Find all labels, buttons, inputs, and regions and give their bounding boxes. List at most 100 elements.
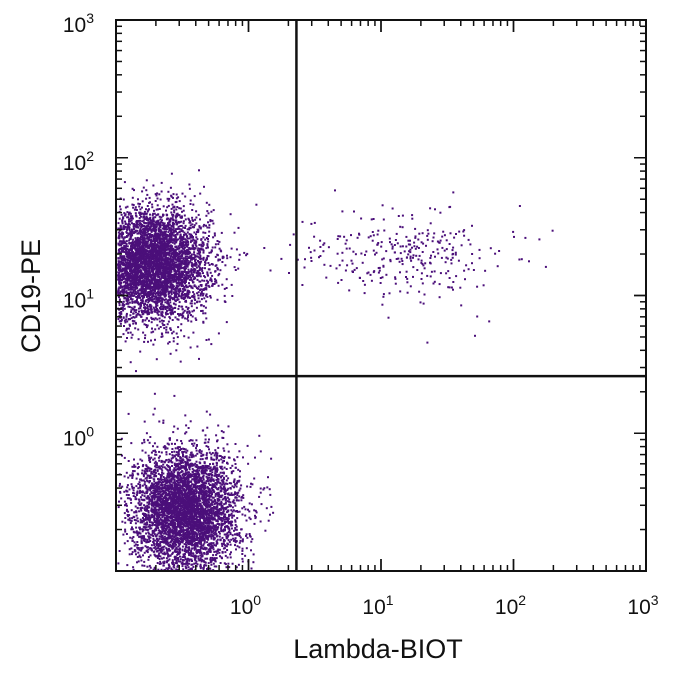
scatter-point [163,271,165,274]
scatter-point [151,234,153,236]
scatter-point [159,294,162,297]
scatter-point [179,243,182,246]
scatter-point [192,203,195,206]
scatter-point [170,236,173,239]
scatter-point [143,310,146,312]
scatter-point [146,305,149,308]
scatter-point [145,226,148,229]
scatter-point [200,541,202,544]
scatter-point [201,248,204,251]
scatter-point [122,264,125,267]
scatter-point [156,252,159,255]
scatter-point [160,275,163,278]
scatter-point [134,278,137,281]
scatter-point [120,282,122,284]
scatter-point [124,245,127,248]
scatter-point [156,312,159,315]
scatter-point [129,331,132,334]
scatter-point [140,229,143,232]
scatter-point [158,285,161,288]
scatter-point [169,268,172,271]
scatter-point [155,254,158,257]
scatter-point [155,273,158,276]
scatter-point [133,316,136,319]
scatter-point [166,197,169,200]
scatter-point [122,277,125,280]
scatter-point [133,289,136,292]
scatter-point [176,258,179,261]
scatter-point [223,287,226,290]
scatter-point [130,256,133,259]
scatter-point [128,262,131,265]
scatter-point [132,225,135,228]
scatter-point [136,279,139,282]
scatter-point [198,252,201,255]
scatter-point [202,256,205,259]
scatter-point [141,200,144,203]
scatter-point [198,261,201,264]
scatter-point [154,260,157,263]
scatter-point [160,190,163,193]
scatter-point [133,301,136,304]
scatter-point [131,222,133,225]
scatter-point [176,342,179,345]
scatter-point [124,269,127,272]
scatter-point [128,278,131,281]
scatter-point [161,242,164,245]
scatter-point [143,274,146,277]
scatter-point [140,285,143,288]
scatter-point [150,225,153,228]
scatter-point [186,317,189,320]
scatter-point [204,238,207,241]
scatter-point [168,309,171,312]
scatter-point [132,241,135,244]
scatter-point [158,246,161,248]
scatter-point [158,306,161,309]
scatter-point [208,285,211,288]
scatter-point [162,286,165,289]
scatter-point [199,280,202,283]
scatter-point [179,278,182,281]
scatter-point [161,262,164,265]
scatter-point [178,207,181,210]
scatter-point [157,251,160,254]
scatter-point [162,273,165,276]
scatter-point [159,280,161,283]
scatter-point [139,237,141,240]
scatter-point [153,292,156,295]
scatter-point [166,287,169,290]
scatter-point [189,203,192,205]
scatter-point [160,231,163,234]
scatter-point [147,267,150,270]
scatter-point [149,242,152,245]
scatter-point [193,548,196,551]
scatter-point [146,233,148,236]
scatter-point [181,461,184,464]
scatter-point [120,233,123,236]
scatter-point [166,305,169,308]
scatter-point [125,279,128,282]
scatter-point [182,238,185,241]
scatter-point [150,339,152,342]
scatter-point [167,271,170,274]
scatter-point [163,234,166,237]
scatter-point [127,255,130,258]
scatter-point [142,240,145,242]
scatter-point [189,241,192,244]
scatter-point [127,265,129,268]
scatter-point [176,568,179,571]
scatter-point [131,281,134,284]
scatter-point [131,276,134,278]
scatter-point [143,210,146,213]
scatter-point [211,219,214,222]
scatter-point [120,290,123,293]
scatter-point [133,308,136,311]
scatter-point [206,295,209,298]
scatter-point [133,262,136,265]
scatter-point [186,290,189,293]
scatter-point [179,260,182,263]
scatter-point [141,290,143,293]
scatter-point [125,240,128,243]
scatter-point [129,212,132,215]
scatter-point [187,319,190,322]
